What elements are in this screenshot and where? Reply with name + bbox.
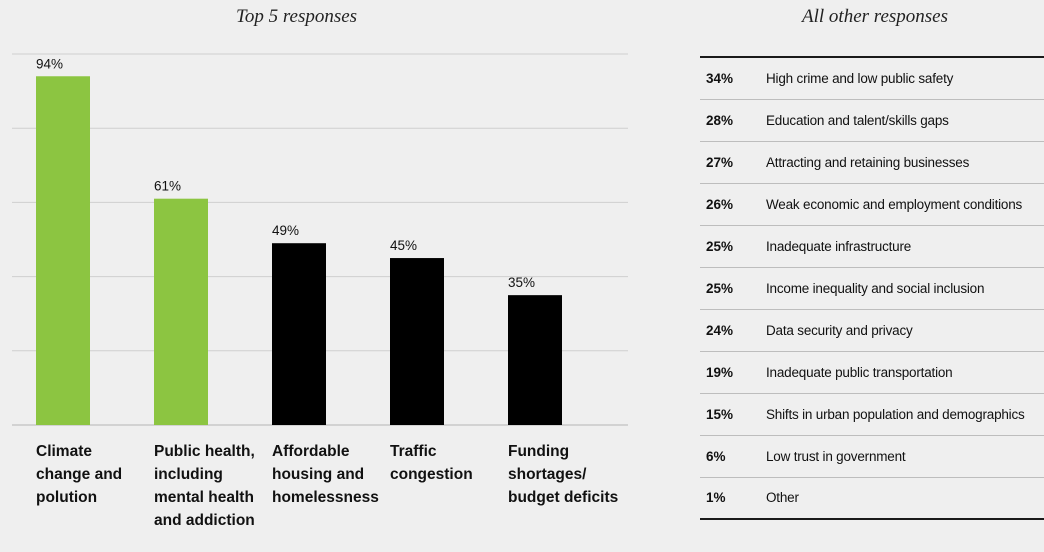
x-category-label: Affordable housing and homelessness (272, 440, 392, 509)
response-label: Education and talent/skills gaps (766, 99, 1044, 141)
table-row: 19% Inadequate public transportation (700, 351, 1044, 393)
table-title: All other responses (802, 6, 948, 28)
response-percent: 24% (700, 309, 766, 351)
table-row: 26% Weak economic and employment conditio… (700, 183, 1044, 225)
table-row: 27% Attracting and retaining businesses (700, 141, 1044, 183)
table-row: 28% Education and talent/skills gaps (700, 99, 1044, 141)
response-label: Attracting and retaining businesses (766, 141, 1044, 183)
response-percent: 28% (700, 99, 766, 141)
response-label: High crime and low public safety (766, 57, 1044, 99)
response-label: Inadequate public transportation (766, 351, 1044, 393)
bar (36, 76, 90, 425)
response-percent: 1% (700, 477, 766, 519)
response-percent: 26% (700, 183, 766, 225)
response-label: Shifts in urban population and demograph… (766, 393, 1044, 435)
bar (272, 243, 326, 425)
response-percent: 6% (700, 435, 766, 477)
bar-value-label: 35% (508, 275, 535, 290)
response-label: Low trust in government (766, 435, 1044, 477)
response-percent: 27% (700, 141, 766, 183)
table-row: 1% Other (700, 477, 1044, 519)
response-percent: 34% (700, 57, 766, 99)
response-label: Data security and privacy (766, 309, 1044, 351)
table-row: 6% Low trust in government (700, 435, 1044, 477)
x-category-label: Funding shortages/ budget deficits (508, 440, 628, 509)
bar (508, 295, 562, 425)
bar-value-label: 94% (36, 56, 63, 71)
x-category-label: Climate change and polution (36, 440, 156, 509)
x-category-label: Traffic congestion (390, 440, 510, 486)
response-percent: 15% (700, 393, 766, 435)
response-label: Other (766, 477, 1044, 519)
other-responses-table: 34% High crime and low public safety 28% Ed… (700, 56, 1044, 520)
table-row: 25% Income inequality and social inclusio… (700, 267, 1044, 309)
response-percent: 19% (700, 351, 766, 393)
bar-value-label: 45% (390, 238, 417, 253)
response-percent: 25% (700, 267, 766, 309)
bar (390, 258, 444, 425)
response-label: Income inequality and social inclusion (766, 267, 1044, 309)
response-percent: 25% (700, 225, 766, 267)
bar (154, 199, 208, 425)
bar-value-label: 61% (154, 179, 181, 194)
table-row: 24% Data security and privacy (700, 309, 1044, 351)
response-label: Inadequate infrastructure (766, 225, 1044, 267)
table-row: 15% Shifts in urban population and demogr… (700, 393, 1044, 435)
response-label: Weak economic and employment conditions (766, 183, 1044, 225)
table-row: 34% High crime and low public safety (700, 57, 1044, 99)
x-category-label: Public health, including mental health a… (154, 440, 274, 532)
bar-value-label: 49% (272, 223, 299, 238)
table-row: 25% Inadequate infrastructure (700, 225, 1044, 267)
